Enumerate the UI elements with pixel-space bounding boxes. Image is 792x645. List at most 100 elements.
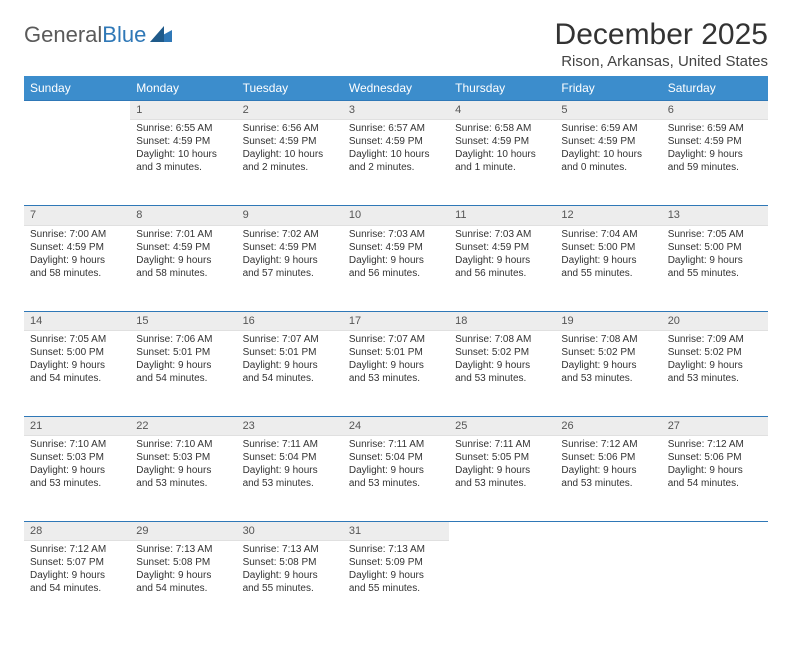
day-number-cell: 27 [662,416,768,435]
sunrise-text: Sunrise: 7:07 AM [349,333,443,346]
day-number-row: 123456 [24,101,768,120]
day-body-cell: Sunrise: 7:13 AMSunset: 5:09 PMDaylight:… [343,541,449,627]
daylight-text: Daylight: 9 hours and 57 minutes. [243,254,337,280]
day-body-cell: Sunrise: 7:05 AMSunset: 5:00 PMDaylight:… [662,225,768,311]
logo-text-2: Blue [102,22,146,48]
sunrise-text: Sunrise: 7:10 AM [136,438,230,451]
sunrise-text: Sunrise: 7:11 AM [243,438,337,451]
day-number-cell: 22 [130,416,236,435]
daylight-text: Daylight: 9 hours and 53 minutes. [30,464,124,490]
location-text: Rison, Arkansas, United States [555,53,768,70]
day-body-cell: Sunrise: 6:59 AMSunset: 4:59 PMDaylight:… [555,120,661,206]
sunset-text: Sunset: 5:00 PM [30,346,124,359]
sunrise-text: Sunrise: 7:11 AM [349,438,443,451]
daylight-text: Daylight: 10 hours and 2 minutes. [349,148,443,174]
day-header: Tuesday [237,76,343,101]
day-header: Thursday [449,76,555,101]
day-body-cell: Sunrise: 6:56 AMSunset: 4:59 PMDaylight:… [237,120,343,206]
day-number: 11 [455,209,466,221]
sunrise-text: Sunrise: 6:58 AM [455,122,549,135]
daylight-text: Daylight: 9 hours and 59 minutes. [668,148,762,174]
daylight-text: Daylight: 9 hours and 55 minutes. [668,254,762,280]
page-header: GeneralBlue December 2025 Rison, Arkansa… [24,18,768,70]
sunset-text: Sunset: 5:03 PM [30,451,124,464]
day-number-cell: 16 [237,311,343,330]
day-body-cell: Sunrise: 6:59 AMSunset: 4:59 PMDaylight:… [662,120,768,206]
day-number: 26 [561,420,573,432]
sunset-text: Sunset: 4:59 PM [243,135,337,148]
title-block: December 2025 Rison, Arkansas, United St… [555,18,768,70]
sunset-text: Sunset: 5:07 PM [30,556,124,569]
daylight-text: Daylight: 10 hours and 0 minutes. [561,148,655,174]
sunrise-text: Sunrise: 7:08 AM [561,333,655,346]
daylight-text: Daylight: 9 hours and 53 minutes. [136,464,230,490]
day-number-cell: 9 [237,206,343,225]
sunset-text: Sunset: 5:04 PM [243,451,337,464]
day-number: 14 [30,315,42,327]
day-number-cell: 7 [24,206,130,225]
day-body-cell: Sunrise: 7:13 AMSunset: 5:08 PMDaylight:… [237,541,343,627]
sunrise-text: Sunrise: 7:05 AM [668,228,762,241]
day-number: 2 [243,104,249,116]
sunset-text: Sunset: 5:04 PM [349,451,443,464]
day-number: 19 [561,315,573,327]
day-number-cell: 15 [130,311,236,330]
day-body-cell: Sunrise: 7:12 AMSunset: 5:06 PMDaylight:… [662,436,768,522]
sunrise-text: Sunrise: 7:02 AM [243,228,337,241]
sunset-text: Sunset: 5:05 PM [455,451,549,464]
day-body-cell [449,541,555,627]
sunset-text: Sunset: 4:59 PM [136,135,230,148]
sunrise-text: Sunrise: 7:11 AM [455,438,549,451]
day-number-cell: 20 [662,311,768,330]
daylight-text: Daylight: 9 hours and 54 minutes. [136,359,230,385]
sunset-text: Sunset: 4:59 PM [668,135,762,148]
sunrise-text: Sunrise: 7:09 AM [668,333,762,346]
sunset-text: Sunset: 4:59 PM [455,135,549,148]
day-number-cell: 19 [555,311,661,330]
day-number-cell: 4 [449,101,555,120]
day-number-cell: 10 [343,206,449,225]
daylight-text: Daylight: 9 hours and 54 minutes. [668,464,762,490]
day-number-cell: 25 [449,416,555,435]
day-body-cell: Sunrise: 7:08 AMSunset: 5:02 PMDaylight:… [555,330,661,416]
day-number-cell: 8 [130,206,236,225]
daylight-text: Daylight: 9 hours and 58 minutes. [30,254,124,280]
day-number-cell [24,101,130,120]
day-body-row: Sunrise: 7:12 AMSunset: 5:07 PMDaylight:… [24,541,768,627]
day-number: 17 [349,315,361,327]
day-number: 20 [668,315,680,327]
day-number-cell: 6 [662,101,768,120]
day-number-cell: 13 [662,206,768,225]
sunrise-text: Sunrise: 7:10 AM [30,438,124,451]
day-body-cell: Sunrise: 7:07 AMSunset: 5:01 PMDaylight:… [237,330,343,416]
day-body-cell [555,541,661,627]
day-number: 1 [136,104,142,116]
day-number-row: 21222324252627 [24,416,768,435]
daylight-text: Daylight: 9 hours and 56 minutes. [455,254,549,280]
day-body-cell: Sunrise: 7:11 AMSunset: 5:04 PMDaylight:… [237,436,343,522]
sunset-text: Sunset: 5:06 PM [561,451,655,464]
day-body-row: Sunrise: 6:55 AMSunset: 4:59 PMDaylight:… [24,120,768,206]
daylight-text: Daylight: 9 hours and 54 minutes. [30,569,124,595]
sunrise-text: Sunrise: 6:59 AM [561,122,655,135]
sunrise-text: Sunrise: 7:13 AM [243,543,337,556]
sunrise-text: Sunrise: 7:04 AM [561,228,655,241]
calendar-body: 123456Sunrise: 6:55 AMSunset: 4:59 PMDay… [24,101,768,627]
daylight-text: Daylight: 9 hours and 55 minutes. [243,569,337,595]
day-number: 9 [243,209,249,221]
sunset-text: Sunset: 4:59 PM [349,135,443,148]
day-number: 31 [349,525,361,537]
sunrise-text: Sunrise: 6:57 AM [349,122,443,135]
day-header: Wednesday [343,76,449,101]
sunset-text: Sunset: 5:00 PM [668,241,762,254]
logo-mark-icon [150,22,172,48]
day-number-cell: 24 [343,416,449,435]
day-number: 24 [349,420,361,432]
daylight-text: Daylight: 10 hours and 1 minute. [455,148,549,174]
day-body-cell: Sunrise: 7:11 AMSunset: 5:04 PMDaylight:… [343,436,449,522]
day-body-cell: Sunrise: 7:12 AMSunset: 5:07 PMDaylight:… [24,541,130,627]
day-number-row: 78910111213 [24,206,768,225]
sunset-text: Sunset: 4:59 PM [136,241,230,254]
day-body-cell: Sunrise: 7:12 AMSunset: 5:06 PMDaylight:… [555,436,661,522]
day-number: 6 [668,104,674,116]
